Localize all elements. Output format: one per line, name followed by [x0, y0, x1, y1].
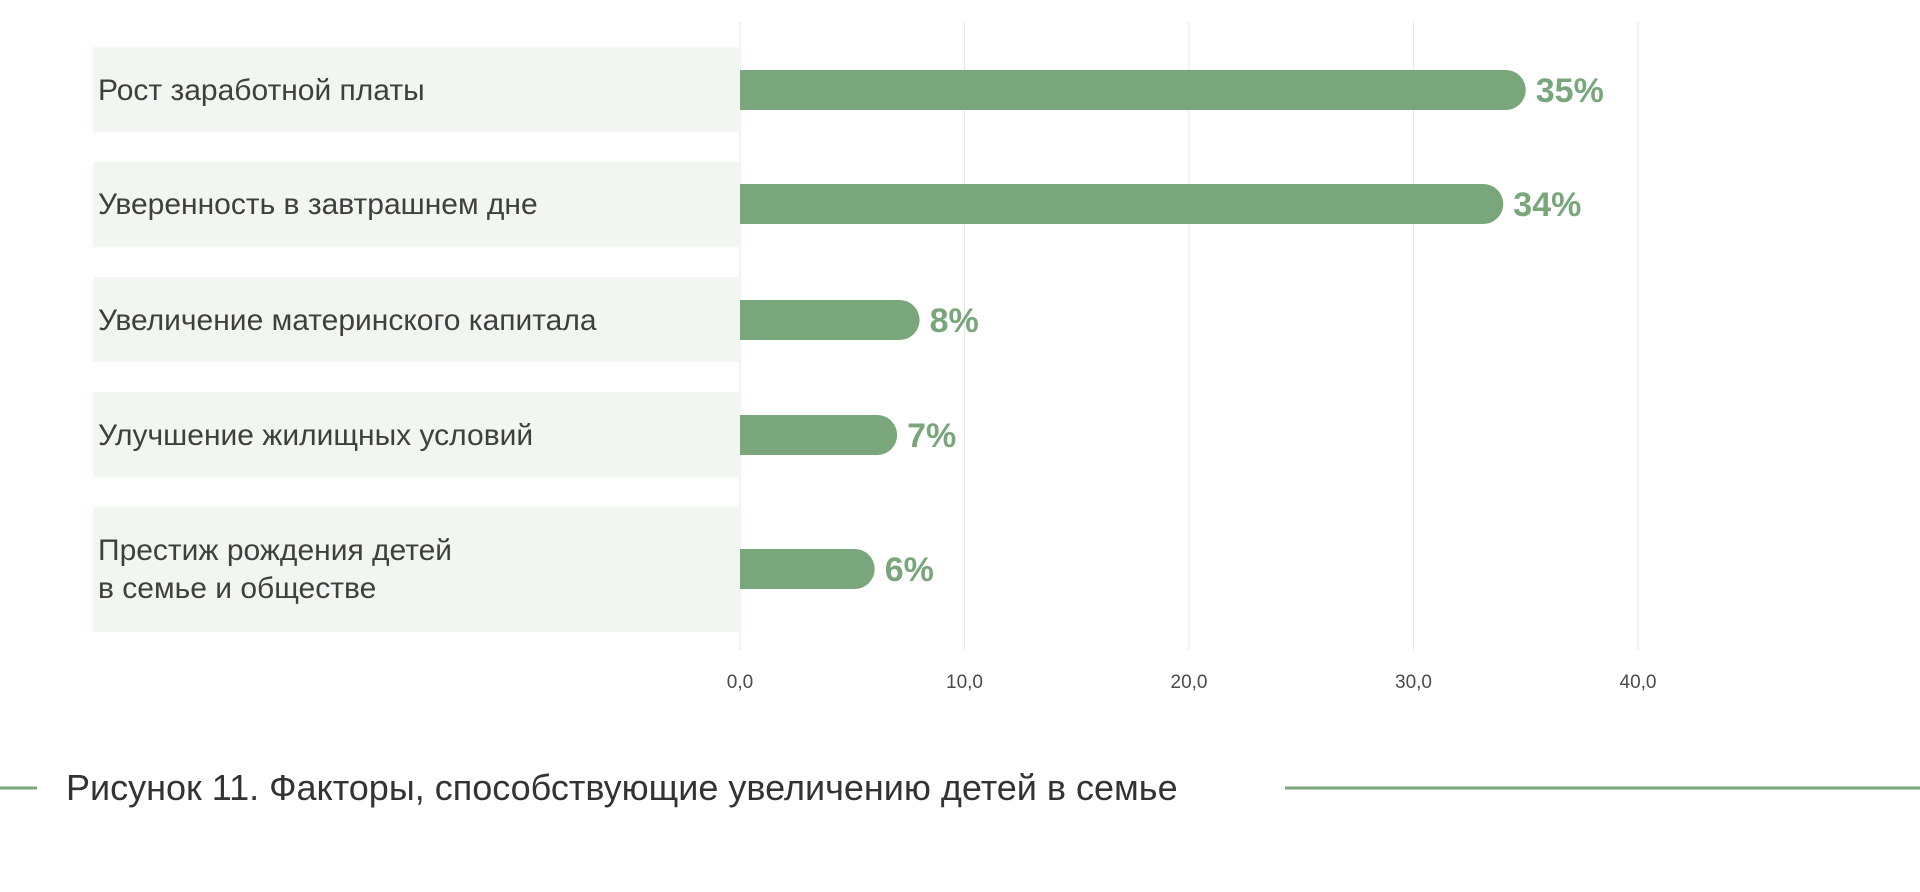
category-bands: [93, 47, 740, 632]
x-axis-ticks: 0,0 10,0 20,0 30,0 40,0: [727, 672, 1657, 693]
value-labels: 35% 34% 8% 7% 6%: [885, 72, 1604, 589]
bar: [740, 415, 898, 455]
category-band: [93, 277, 740, 362]
value-label: 35%: [1536, 72, 1604, 110]
x-tick-label: 30,0: [1395, 672, 1432, 693]
category-band: [93, 392, 740, 477]
category-label: Увеличение материнского капитала: [98, 304, 597, 337]
category-band: [93, 47, 740, 132]
category-labels: Рост заработной платы Уверенность в завтр…: [98, 74, 597, 605]
bar: [740, 70, 1526, 110]
category-label: Улучшение жилищных условий: [98, 419, 533, 452]
category-label: Престиж рождения детей в семье и обществе: [98, 534, 452, 605]
value-label: 7%: [907, 417, 956, 455]
value-label: 34%: [1513, 186, 1581, 224]
x-tick-label: 10,0: [946, 672, 983, 693]
category-label: Рост заработной платы: [98, 74, 425, 107]
bar: [740, 184, 1504, 224]
x-tick-label: 0,0: [727, 672, 753, 693]
category-band: [93, 162, 740, 247]
bars: [740, 70, 1526, 589]
category-band: [93, 507, 740, 632]
value-label: 8%: [930, 302, 979, 340]
value-label: 6%: [885, 551, 934, 589]
category-label: Уверенность в завтрашнем дне: [98, 188, 538, 221]
figure-caption: Рисунок 11. Факторы, способствующие увел…: [0, 767, 1920, 808]
caption-text: Рисунок 11. Факторы, способствующие увел…: [66, 767, 1178, 808]
x-tick-label: 20,0: [1171, 672, 1208, 693]
x-tick-label: 40,0: [1620, 672, 1657, 693]
bar: [740, 549, 875, 589]
bar: [740, 300, 920, 340]
